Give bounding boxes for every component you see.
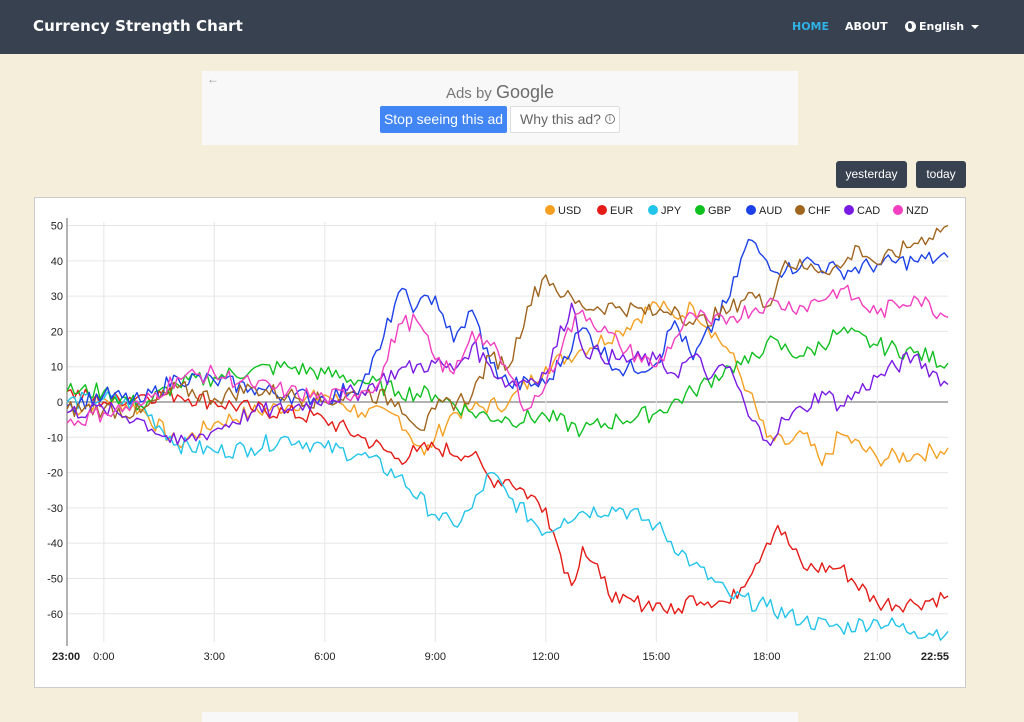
x-tick-label: 3:00	[204, 651, 225, 663]
x-tick-label: 23:00	[52, 651, 80, 663]
info-icon: i	[604, 114, 615, 125]
series-line-aud	[66, 238, 949, 413]
x-tick-label: 0:00	[93, 651, 114, 663]
series-line-jpy	[66, 391, 949, 641]
brand-title[interactable]: Currency Strength Chart	[33, 17, 243, 35]
ad-banner: ← Ads by Google Stop seeing this ad Why …	[202, 71, 798, 145]
why-this-ad-label: Why this ad?	[520, 111, 601, 127]
series-line-cad	[66, 302, 949, 447]
language-label: English	[919, 20, 965, 33]
y-tick-label: -30	[47, 503, 63, 515]
y-tick-label: -10	[47, 432, 63, 444]
legend-marker-eur	[597, 205, 607, 215]
y-tick-label: -50	[47, 573, 63, 585]
ads-by-label: Ads by	[445, 85, 492, 102]
nav-home[interactable]: HOME	[792, 20, 830, 33]
y-tick-label: 0	[57, 397, 63, 409]
y-tick-label: 40	[51, 256, 63, 268]
chart-container: 50 40 30 20 10 0 -10 -20 -30 -40 -50 -60 23:00 0:00 3:…	[34, 197, 966, 688]
legend-label-usd: USD	[558, 205, 581, 217]
series-line-eur	[66, 387, 949, 615]
ad-banner-bottom	[202, 712, 798, 722]
series-line-usd	[66, 300, 949, 467]
legend-label-chf: CHF	[808, 205, 831, 217]
x-tick-label: 6:00	[314, 651, 335, 663]
nav-about[interactable]: ABOUT	[845, 20, 888, 33]
x-tick-label: 21:00	[864, 651, 892, 663]
legend-marker-aud	[746, 205, 756, 215]
x-tick-label: 15:00	[643, 651, 671, 663]
x-tick-label: 22:55	[921, 651, 949, 663]
y-tick-label: -40	[47, 538, 63, 550]
language-dropdown[interactable]: English	[905, 20, 980, 33]
x-tick-label: 18:00	[753, 651, 781, 663]
legend-marker-usd	[545, 205, 555, 215]
legend-label-jpy: JPY	[661, 205, 682, 217]
today-button[interactable]: today	[916, 161, 966, 188]
legend-label-gbp: GBP	[708, 205, 731, 217]
google-logo: Google	[495, 82, 555, 102]
legend-marker-cad	[844, 205, 854, 215]
globe-icon	[905, 21, 916, 32]
legend-label-nzd: NZD	[906, 205, 929, 217]
navbar: Currency Strength Chart HOME ABOUT Engli…	[0, 0, 1024, 54]
legend-marker-chf	[795, 205, 805, 215]
ads-by-google: Ads by Google	[202, 82, 798, 103]
legend-label-eur: EUR	[610, 205, 633, 217]
why-this-ad-button[interactable]: Why this ad? i	[510, 106, 620, 133]
legend-marker-jpy	[648, 205, 658, 215]
y-tick-label: 30	[51, 291, 63, 303]
stop-seeing-ad-button[interactable]: Stop seeing this ad	[380, 106, 507, 133]
y-tick-label: 50	[51, 221, 63, 233]
currency-strength-chart: 50 40 30 20 10 0 -10 -20 -30 -40 -50 -60 23:00 0:00 3:…	[47, 205, 949, 663]
series-line-gbp	[66, 326, 949, 438]
back-arrow-icon[interactable]: ←	[207, 72, 219, 86]
legend-marker-gbp	[695, 205, 705, 215]
yesterday-button[interactable]: yesterday	[836, 161, 907, 188]
caret-down-icon	[971, 24, 980, 29]
series-line-nzd	[66, 284, 949, 427]
x-tick-label: 9:00	[425, 651, 446, 663]
series-line-chf	[66, 224, 949, 431]
y-tick-label: 10	[51, 362, 63, 374]
legend-label-cad: CAD	[857, 205, 880, 217]
y-tick-label: -60	[47, 609, 63, 621]
legend-marker-nzd	[893, 205, 903, 215]
y-tick-label: 20	[51, 326, 63, 338]
y-tick-label: -20	[47, 468, 63, 480]
legend-label-aud: AUD	[759, 205, 782, 217]
x-tick-label: 12:00	[532, 651, 560, 663]
